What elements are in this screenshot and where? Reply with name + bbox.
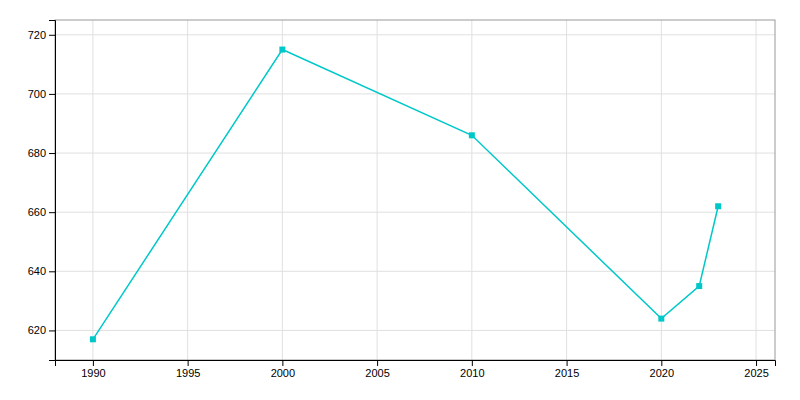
marks [90,47,721,343]
data-point [90,336,96,342]
y-tick: 640 [28,265,55,277]
grid-line [282,20,283,360]
x-tick-label: 1995 [176,367,200,379]
grid-line [92,20,93,360]
data-point [469,132,475,138]
x-tick: 2010 [460,360,484,379]
x-tick-mark [567,360,568,366]
x-tick: 2000 [271,360,295,379]
y-tick-mark [49,330,55,331]
grid-line [471,20,472,360]
x-tick: 2025 [744,360,768,379]
data-point [715,203,721,209]
grid-line [55,271,775,272]
x-tick-mark [661,360,662,366]
y-tick: 660 [28,206,55,218]
x-axis: 1990 1995 2000 2005 2010 2015 2020 2025 [56,360,776,379]
x-axis-line [56,361,776,367]
x-tick: 1990 [81,360,105,379]
y-tick-label: 720 [28,29,46,41]
y-tick: 720 [28,29,55,41]
data-point [696,283,702,289]
x-tick-label: 2025 [744,367,768,379]
y-tick-label: 680 [28,147,46,159]
grid-line [55,330,775,331]
y-tick: 700 [28,88,55,100]
x-tick-mark [472,360,473,366]
y-axis: 620 640 660 680 700 720 [28,21,56,361]
x-tick: 2020 [650,360,674,379]
grid-line [661,20,662,360]
grid-line [55,153,775,154]
grid-line [566,20,567,360]
x-tick-label: 2005 [365,367,389,379]
chart-svg: 1990 1995 2000 2005 2010 2015 2020 2025 620 640 66… [0,0,800,400]
x-tick-label: 2015 [555,367,579,379]
y-tick-mark [49,153,55,154]
plot-frame [55,20,775,360]
grid-line [55,212,775,213]
x-tick-label: 2010 [460,367,484,379]
y-tick-label: 620 [28,324,46,336]
grid-line [55,93,775,94]
grid-line [55,34,775,35]
x-tick-label: 2020 [650,367,674,379]
x-tick-mark [93,360,94,366]
data-point [279,47,285,53]
y-tick-label: 640 [28,265,46,277]
x-tick-mark [377,360,378,366]
x-tick-mark [282,360,283,366]
grid-line [756,20,757,360]
data-line [93,50,718,340]
y-axis-line [49,21,56,361]
y-tick-mark [49,35,55,36]
data-point [658,316,664,322]
y-tick-label: 660 [28,206,46,218]
grid-line [187,20,188,360]
y-tick-label: 700 [28,88,46,100]
x-tick-label: 1990 [81,367,105,379]
y-tick-mark [49,271,55,272]
x-tick: 2015 [555,360,579,379]
grid-line [377,20,378,360]
x-tick: 1995 [176,360,200,379]
y-tick-mark [49,212,55,213]
x-tick-mark [188,360,189,366]
x-tick: 2005 [365,360,389,379]
x-tick-mark [756,360,757,366]
y-tick: 620 [28,324,55,336]
x-tick-label: 2000 [271,367,295,379]
chart-container: 1990 1995 2000 2005 2010 2015 2020 2025 620 640 66… [0,0,800,400]
y-tick: 680 [28,147,55,159]
grid [55,20,775,360]
y-tick-mark [49,94,55,95]
